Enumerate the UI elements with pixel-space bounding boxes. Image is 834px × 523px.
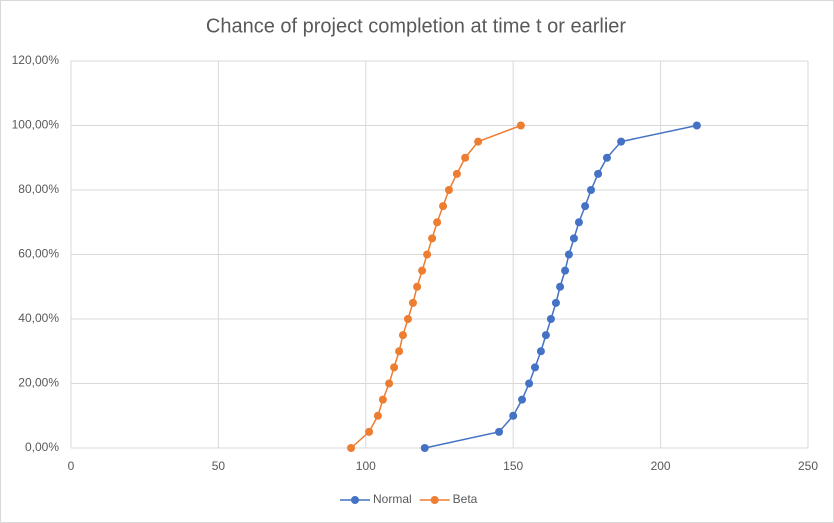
data-point (531, 363, 540, 372)
data-point (418, 266, 427, 275)
data-point (551, 298, 560, 307)
data-point (373, 411, 382, 420)
x-tick-label: 100 (356, 459, 376, 473)
data-point (518, 395, 527, 404)
data-point (564, 250, 573, 259)
data-point (347, 444, 356, 452)
x-tick-label: 200 (651, 459, 671, 473)
data-point (403, 315, 412, 323)
data-point (556, 282, 565, 291)
data-point (602, 153, 611, 162)
legend-label: Normal (373, 492, 412, 506)
data-point (546, 315, 555, 323)
data-point (433, 218, 442, 227)
x-tick-label: 0 (68, 459, 75, 473)
data-point (408, 298, 417, 307)
data-point (569, 234, 578, 243)
data-point (423, 250, 432, 259)
data-point (509, 411, 518, 420)
y-tick-label: 80,00% (18, 182, 59, 196)
data-point (390, 363, 399, 372)
y-tick-label: 120,00% (12, 53, 60, 67)
x-tick-label: 50 (212, 459, 226, 473)
data-point (495, 427, 504, 436)
data-point (581, 202, 590, 211)
data-point (561, 266, 570, 275)
data-point (420, 444, 429, 452)
data-point (474, 137, 483, 146)
x-tick-label: 150 (503, 459, 523, 473)
data-point (536, 347, 545, 356)
data-point (439, 202, 448, 211)
data-point (452, 169, 461, 178)
data-point (428, 234, 437, 243)
y-tick-label: 100,00% (12, 118, 60, 132)
data-point (385, 379, 394, 388)
data-point (525, 379, 534, 388)
data-point (398, 331, 407, 340)
legend-label: Beta (453, 492, 478, 506)
x-tick-label: 250 (798, 459, 818, 473)
data-point (365, 427, 374, 436)
y-tick-label: 40,00% (18, 311, 59, 325)
legend-marker (351, 496, 359, 504)
y-tick-label: 20,00% (18, 376, 59, 390)
data-point (413, 282, 422, 291)
data-point (574, 218, 583, 227)
y-tick-label: 60,00% (18, 247, 59, 261)
chart-title: Chance of project completion at time t o… (206, 15, 627, 37)
data-point (444, 186, 453, 194)
legend-marker (430, 496, 439, 504)
data-point (594, 169, 603, 178)
data-point (541, 331, 550, 340)
data-point (395, 347, 404, 356)
data-point (461, 153, 470, 162)
data-point (692, 121, 701, 130)
data-point (516, 121, 525, 130)
data-point (617, 137, 626, 146)
data-point (587, 186, 596, 194)
y-tick-label: 0,00% (25, 440, 59, 454)
data-point (378, 395, 387, 404)
